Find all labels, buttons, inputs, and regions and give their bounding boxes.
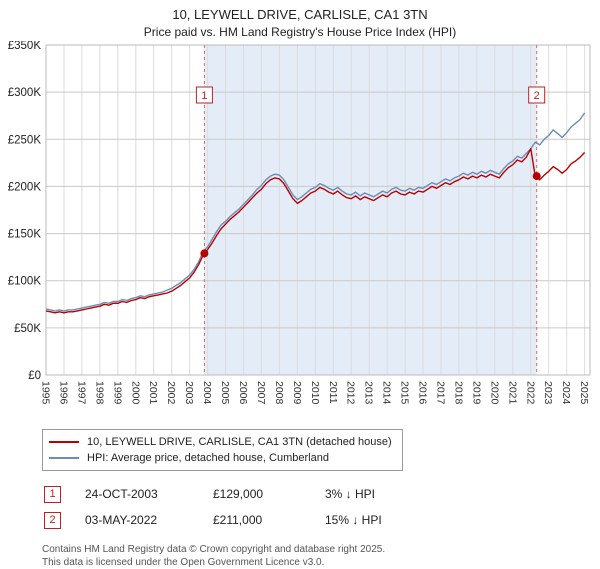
transaction-1-marker: 1 — [44, 485, 61, 503]
svg-text:1997: 1997 — [75, 381, 87, 405]
svg-text:£0: £0 — [28, 370, 41, 382]
svg-text:£200K: £200K — [8, 181, 42, 193]
svg-text:1996: 1996 — [58, 381, 70, 405]
legend-item-property: 10, LEYWELL DRIVE, CARLISLE, CA1 3TN (de… — [49, 434, 392, 450]
svg-text:2007: 2007 — [255, 381, 267, 405]
svg-text:2014: 2014 — [381, 381, 393, 405]
svg-text:£250K: £250K — [8, 134, 42, 146]
svg-text:2: 2 — [534, 90, 540, 102]
svg-text:1: 1 — [201, 90, 207, 102]
svg-text:1999: 1999 — [111, 381, 123, 405]
svg-text:£100K: £100K — [8, 276, 42, 288]
svg-text:2019: 2019 — [470, 381, 482, 405]
legend-label-property: 10, LEYWELL DRIVE, CARLISLE, CA1 3TN (de… — [87, 436, 392, 448]
transaction-1-hpi-diff: 3% ↓ HPI — [325, 487, 376, 501]
svg-text:1995: 1995 — [40, 381, 52, 405]
transaction-1-date: 24-OCT-2003 — [85, 487, 158, 501]
svg-text:2002: 2002 — [165, 381, 177, 405]
svg-text:2000: 2000 — [129, 381, 141, 405]
license-footer: Contains HM Land Registry data © Crown c… — [42, 543, 600, 569]
chart-legend: 10, LEYWELL DRIVE, CARLISLE, CA1 3TN (de… — [42, 429, 403, 471]
svg-text:2009: 2009 — [291, 381, 303, 405]
svg-text:2025: 2025 — [578, 381, 590, 405]
svg-text:2023: 2023 — [542, 381, 554, 405]
license-line-1: Contains HM Land Registry data © Crown c… — [42, 544, 386, 555]
svg-text:2004: 2004 — [201, 381, 213, 405]
chart-title: 10, LEYWELL DRIVE, CARLISLE, CA1 3TN — [172, 7, 428, 22]
transaction-1-price: £129,000 — [213, 487, 264, 501]
transaction-row-2: 2 03-MAY-2022 £211,000 15% ↓ HPI — [44, 507, 600, 533]
transaction-2-marker: 2 — [44, 511, 61, 529]
svg-text:2017: 2017 — [435, 381, 447, 405]
svg-text:2022: 2022 — [524, 381, 536, 405]
license-line-2: This data is licensed under the Open Gov… — [42, 557, 325, 568]
svg-text:1998: 1998 — [93, 381, 105, 405]
legend-swatch-hpi-line — [49, 457, 79, 459]
svg-text:2020: 2020 — [488, 381, 500, 405]
svg-text:2018: 2018 — [452, 381, 464, 405]
svg-text:2013: 2013 — [363, 381, 375, 405]
chart-subtitle: Price paid vs. HM Land Registry's House … — [143, 25, 457, 39]
svg-text:2016: 2016 — [417, 381, 429, 405]
chart-titles: 10, LEYWELL DRIVE, CARLISLE, CA1 3TN Pri… — [0, 0, 600, 39]
svg-text:2011: 2011 — [327, 381, 339, 404]
svg-text:2012: 2012 — [345, 381, 357, 405]
svg-text:2001: 2001 — [147, 381, 159, 405]
svg-text:2010: 2010 — [309, 381, 321, 405]
svg-text:2015: 2015 — [399, 381, 411, 405]
price-history-chart: 1995 1996 1997 1998 1999 2000 2001 2002 2003 2004… — [8, 41, 591, 405]
svg-text:2005: 2005 — [219, 381, 231, 405]
svg-text:£300K: £300K — [8, 87, 42, 99]
svg-text:2008: 2008 — [273, 381, 285, 405]
transaction-2-price: £211,000 — [213, 513, 263, 527]
legend-swatch-property-line — [49, 441, 79, 443]
transactions-list: 1 24-OCT-2003 £129,000 3% ↓ HPI 2 03-MAY… — [44, 481, 600, 533]
svg-text:£350K: £350K — [8, 41, 42, 52]
legend-item-hpi: HPI: Average price, detached house, Cumb… — [49, 450, 392, 466]
transaction-2-hpi-diff: 15% ↓ HPI — [325, 513, 382, 527]
svg-text:2006: 2006 — [237, 381, 249, 405]
transaction-2-date: 03-MAY-2022 — [85, 513, 158, 527]
svg-text:2003: 2003 — [183, 381, 195, 405]
svg-text:2021: 2021 — [506, 381, 518, 405]
legend-label-hpi: HPI: Average price, detached house, Cumb… — [87, 452, 329, 464]
svg-text:£50K: £50K — [14, 323, 41, 335]
transaction-row-1: 1 24-OCT-2003 £129,000 3% ↓ HPI — [44, 481, 600, 507]
svg-text:£150K: £150K — [8, 229, 42, 241]
svg-text:2024: 2024 — [560, 381, 572, 405]
